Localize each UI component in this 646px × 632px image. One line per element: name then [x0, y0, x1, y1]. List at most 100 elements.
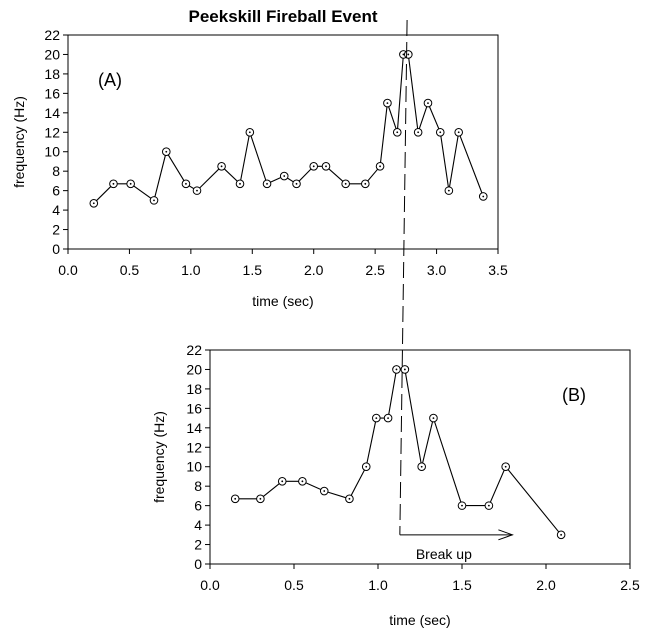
panel-a-x-ticks: 0.0 0.5 1.0 1.5 2.0 2.5 3.0 3.5 [58, 249, 508, 278]
panel-a-data-point-center [92, 202, 95, 205]
panel-a-y-tick-label: 16 [44, 85, 60, 101]
panel-a-data-point-center [185, 182, 187, 185]
panel-a-data-point-center [312, 165, 315, 168]
panel-a-y-tick-label: 14 [44, 105, 60, 121]
panel-b-y-ticks: 0 2 4 6 8 10 12 14 16 18 20 22 [186, 342, 210, 572]
panel-a-data-point-center [283, 175, 286, 177]
panel-a-x-tick-label: 3.5 [488, 262, 508, 278]
break-up-dashed-line [399, 19, 408, 535]
panel-a-data-point-center [439, 131, 442, 134]
panel-a-data-point-center [427, 102, 429, 104]
panel-b-x-ticks: 0.0 0.5 1.0 1.5 2.0 2.5 [200, 564, 640, 593]
panel-a-xlabel: time (sec) [252, 293, 313, 309]
chart-title: Peekskill Fireball Event [189, 7, 378, 26]
panel-b-x-tick-label: 2.0 [536, 577, 556, 593]
panel-b-y-tick-label: 8 [194, 478, 202, 494]
break-up-arrow-head [498, 529, 514, 541]
panel-a-data-point-center [129, 182, 132, 185]
panel-a-data-point-center [402, 53, 405, 56]
panel-b-data-point-center [560, 533, 563, 536]
panel-b-data-point-center [387, 417, 389, 419]
panel-b-data-point-center [301, 480, 304, 483]
panel-a-y-tick-label: 20 [44, 46, 60, 62]
break-up-label: Break up [416, 546, 472, 562]
panel-a-data-point-center [379, 165, 381, 168]
panel-a-data-point-center [153, 199, 155, 202]
panel-b-x-tick-label: 1.0 [368, 577, 388, 593]
panel-a-data-point-center [344, 182, 347, 185]
panel-b-data-point-center [365, 465, 368, 468]
panel-b-data-point-center [259, 497, 262, 500]
panel-a-x-tick-label: 1.0 [181, 262, 201, 278]
panel-a-x-tick-label: 2.0 [304, 262, 324, 278]
panel-b-y-tick-label: 6 [194, 498, 202, 514]
panel-b-plot-frame [209, 349, 631, 565]
panel-a-y-tick-label: 0 [52, 241, 60, 257]
panel-b-data-point-center [375, 417, 378, 419]
panel-b-data-point-center [395, 368, 398, 371]
panel-b-data-point-center [281, 480, 284, 483]
panel-b-y-tick-label: 0 [194, 556, 202, 572]
panel-b-y-tick-label: 20 [186, 361, 202, 377]
panel-a-data-point-center [112, 182, 115, 185]
panel-a-y-ticks: 0 2 4 6 8 10 12 14 16 18 20 22 [44, 27, 68, 257]
panel-b-ylabel: frequency (Hz) [151, 411, 167, 503]
panel-b-series-line [235, 368, 562, 536]
panel-a-data-point-center [447, 189, 450, 192]
panel-b: 0 2 4 6 8 10 12 14 16 18 20 22 0.0 0.5 1.0 1.5 2.0 2.5 f… [151, 342, 640, 628]
panel-a-data-point-center [196, 189, 198, 192]
panel-a-data-point-center [325, 165, 327, 168]
panel-b-data-point-center [348, 497, 351, 500]
panel-a-x-tick-label: 1.5 [243, 262, 263, 278]
panel-b-data-point-center [403, 368, 406, 371]
panel-a-label: (A) [98, 70, 122, 90]
panel-b-y-tick-label: 4 [194, 517, 202, 533]
panel-b-series [230, 365, 566, 540]
panel-a-x-tick-label: 3.0 [427, 262, 447, 278]
panel-a-y-tick-label: 4 [52, 202, 60, 218]
panel-a-series [89, 50, 488, 208]
panel-a-y-tick-label: 22 [44, 27, 60, 43]
panel-a-data-point-center [457, 131, 460, 134]
panel-b-y-tick-label: 14 [186, 420, 202, 436]
panel-b-x-tick-label: 0.5 [284, 577, 304, 593]
panel-a-data-point-center [407, 53, 410, 56]
panel-b-data-point-center [420, 465, 423, 468]
panel-b-label: (B) [562, 385, 586, 405]
panel-b-x-tick-label: 0.0 [200, 577, 220, 593]
panel-a-y-tick-label: 18 [44, 66, 60, 82]
panel-a-data-point-center [248, 131, 251, 134]
panel-b-data-point-center [461, 504, 463, 507]
panel-b-xlabel: time (sec) [389, 612, 450, 628]
panel-a-y-tick-label: 12 [44, 124, 60, 140]
panel-a-plot-frame [67, 34, 499, 250]
panel-a-y-tick-label: 10 [44, 144, 60, 160]
panel-a-data-point-center [220, 165, 223, 168]
panel-b-y-tick-label: 18 [186, 381, 202, 397]
panel-a-x-tick-label: 0.0 [58, 262, 78, 278]
panel-b-data-point-center [234, 497, 237, 500]
panel-b-x-tick-label: 2.5 [620, 577, 640, 593]
panel-a-y-tick-label: 2 [52, 222, 60, 238]
panel-b-y-tick-label: 10 [186, 459, 202, 475]
panel-a-x-tick-label: 2.5 [365, 262, 385, 278]
panel-a-data-point-center [417, 131, 420, 134]
break-up-annotation: Break up [399, 529, 514, 562]
panel-b-y-tick-label: 22 [186, 342, 202, 358]
panel-a-data-point-center [396, 131, 399, 134]
panel-a-data-point-center [386, 102, 389, 104]
panel-a-ylabel: frequency (Hz) [11, 96, 27, 188]
panel-a-data-point-center [165, 150, 168, 153]
panel-a-data-point-center [295, 182, 298, 185]
panel-b-y-tick-label: 16 [186, 400, 202, 416]
panel-a-series-line [93, 53, 484, 204]
panel-b-data-point-center [323, 490, 326, 492]
panel-b-data-point-center [487, 504, 490, 507]
panel-a-y-tick-label: 6 [52, 183, 60, 199]
panel-a-data-point-center [364, 182, 367, 185]
panel-a-data-point-center [266, 182, 268, 185]
panel-b-y-tick-label: 12 [186, 439, 202, 455]
panel-b-data-point-center [432, 417, 435, 419]
panel-a-y-tick-label: 8 [52, 163, 60, 179]
